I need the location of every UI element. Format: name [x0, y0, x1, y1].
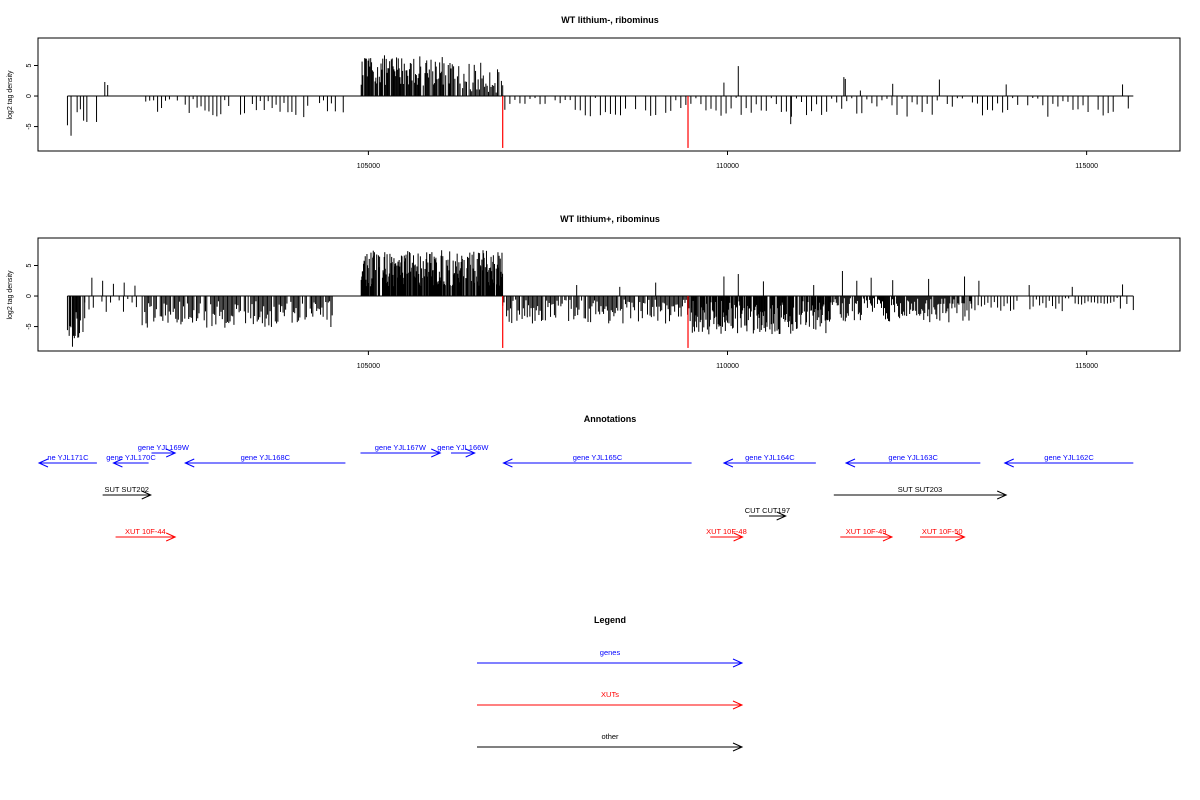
feature-sut-sut203: SUT SUT203	[833, 485, 1008, 500]
feature-arrow-head	[141, 490, 152, 500]
feature-label: gene YJL163C	[888, 453, 938, 462]
y-tick-label: 0	[26, 294, 33, 298]
legend-arrow-head	[732, 742, 744, 752]
legend-arrow-head	[732, 700, 744, 710]
track-lithium-minus: WT lithium-, ribominus log2 tag density …	[7, 15, 1181, 170]
legend: Legend genes XUTs other	[477, 615, 744, 752]
feature-arrow-head	[733, 532, 744, 542]
feature-arrow-head	[502, 458, 513, 468]
annotations-title: Annotations	[584, 414, 637, 424]
legend-arrow-head	[732, 658, 744, 668]
feature-arrow-head	[431, 448, 442, 458]
feature-gene-yjl167w: gene YJL167W	[360, 443, 442, 458]
x-tick-label: 105000	[357, 363, 380, 370]
feature-arrow-head	[112, 458, 123, 468]
track-title: WT lithium+, ribominus	[560, 214, 660, 224]
legend-label: genes	[600, 648, 621, 657]
track-title: WT lithium-, ribominus	[561, 15, 659, 25]
feature-cut-cut197: CUT CUT197	[745, 506, 790, 521]
feature-gene-yjl170c: gene YJL170C	[106, 453, 156, 468]
legend-item-genes: genes	[477, 648, 744, 668]
legend-title: Legend	[594, 615, 626, 625]
feature-gene-yjl166w: gene YJL166W	[437, 443, 489, 458]
feature-gene-yjl163c: gene YJL163C	[844, 453, 981, 468]
track-lithium-plus: WT lithium+, ribominus log2 tag density …	[7, 214, 1181, 370]
y-axis-label: log2 tag density	[7, 270, 14, 320]
feature-label: gene YJL167W	[375, 443, 427, 452]
feature-label: ne YJL171C	[47, 453, 89, 462]
y-tick-label: 0	[26, 94, 33, 98]
y-axis-label: log2 tag density	[7, 70, 14, 120]
y-tick-label: 5	[26, 63, 33, 67]
feature-label: SUT SUT203	[898, 485, 942, 494]
legend-items: genes XUTs other	[477, 648, 744, 752]
plot-frame	[37, 237, 1181, 352]
feature-sut-sut202: SUT SUT202	[102, 485, 152, 500]
feature-arrow-head	[165, 532, 177, 542]
feature-arrow-head	[37, 458, 49, 468]
feature-label: gene YJL169W	[138, 443, 190, 452]
legend-item-other: other	[477, 732, 744, 752]
feature-arrow-head	[1003, 458, 1014, 468]
legend-item-xuts: XUTs	[477, 690, 744, 710]
y-axis-ticks: -5 0 5	[26, 263, 38, 330]
feature-arrow-head	[955, 532, 966, 542]
feature-arrow-head	[722, 458, 734, 468]
y-tick-label: -5	[26, 323, 33, 329]
feature-label: gene YJL164C	[745, 453, 795, 462]
feature-ne-yjl171c: ne YJL171C	[37, 453, 97, 468]
feature-xut-10f-50: XUT 10F-50	[919, 527, 966, 542]
x-tick-label: 115000	[1075, 163, 1098, 170]
feature-gene-yjl162c: gene YJL162C	[1003, 453, 1134, 468]
y-tick-label: -5	[26, 123, 33, 129]
feature-arrow-head	[996, 490, 1008, 500]
feature-label: XUT 10F-50	[922, 527, 963, 536]
feature-arrow-head	[882, 532, 894, 542]
feature-arrow-head	[165, 448, 177, 458]
feature-label: SUT SUT202	[104, 485, 148, 494]
feature-gene-yjl164c: gene YJL164C	[722, 453, 816, 468]
legend-label: other	[601, 732, 619, 741]
feature-xut-10f-48: XUT 10F-48	[706, 527, 747, 542]
density-bars	[66, 250, 1134, 347]
legend-label: XUTs	[601, 690, 619, 699]
y-tick-label: 5	[26, 263, 33, 267]
feature-gene-yjl168c: gene YJL168C	[184, 453, 346, 468]
feature-label: XUT 10F-44	[125, 527, 166, 536]
feature-arrow-head	[184, 458, 195, 468]
density-bars	[66, 55, 1134, 136]
x-axis-ticks: 105000 110000 115000	[357, 351, 1098, 370]
feature-gene-yjl165c: gene YJL165C	[502, 453, 692, 468]
plot-frame	[37, 37, 1181, 152]
feature-xut-10f-49: XUT 10F-49	[840, 527, 894, 542]
x-axis-ticks: 105000 110000 115000	[357, 151, 1098, 170]
feature-label: gene YJL166W	[437, 443, 489, 452]
red-marker-lines	[502, 96, 689, 148]
feature-arrow-head	[844, 458, 856, 468]
feature-label: XUT 10F-48	[706, 527, 747, 536]
y-axis-ticks: -5 0 5	[26, 63, 38, 130]
x-tick-label: 110000	[716, 163, 739, 170]
x-tick-label: 115000	[1075, 363, 1098, 370]
feature-gene-yjl169w: gene YJL169W	[138, 443, 190, 458]
feature-label: gene YJL165C	[573, 453, 623, 462]
feature-label: gene YJL168C	[241, 453, 291, 462]
feature-arrow-head	[465, 448, 476, 458]
feature-label: gene YJL162C	[1044, 453, 1094, 462]
red-marker-lines	[502, 296, 689, 348]
feature-label: CUT CUT197	[745, 506, 790, 515]
feature-label: gene YJL170C	[106, 453, 156, 462]
feature-arrow-head	[776, 511, 787, 521]
x-tick-label: 110000	[716, 363, 739, 370]
x-tick-label: 105000	[357, 163, 380, 170]
feature-xut-10f-44: XUT 10F-44	[115, 527, 177, 542]
feature-label: XUT 10F-49	[846, 527, 887, 536]
